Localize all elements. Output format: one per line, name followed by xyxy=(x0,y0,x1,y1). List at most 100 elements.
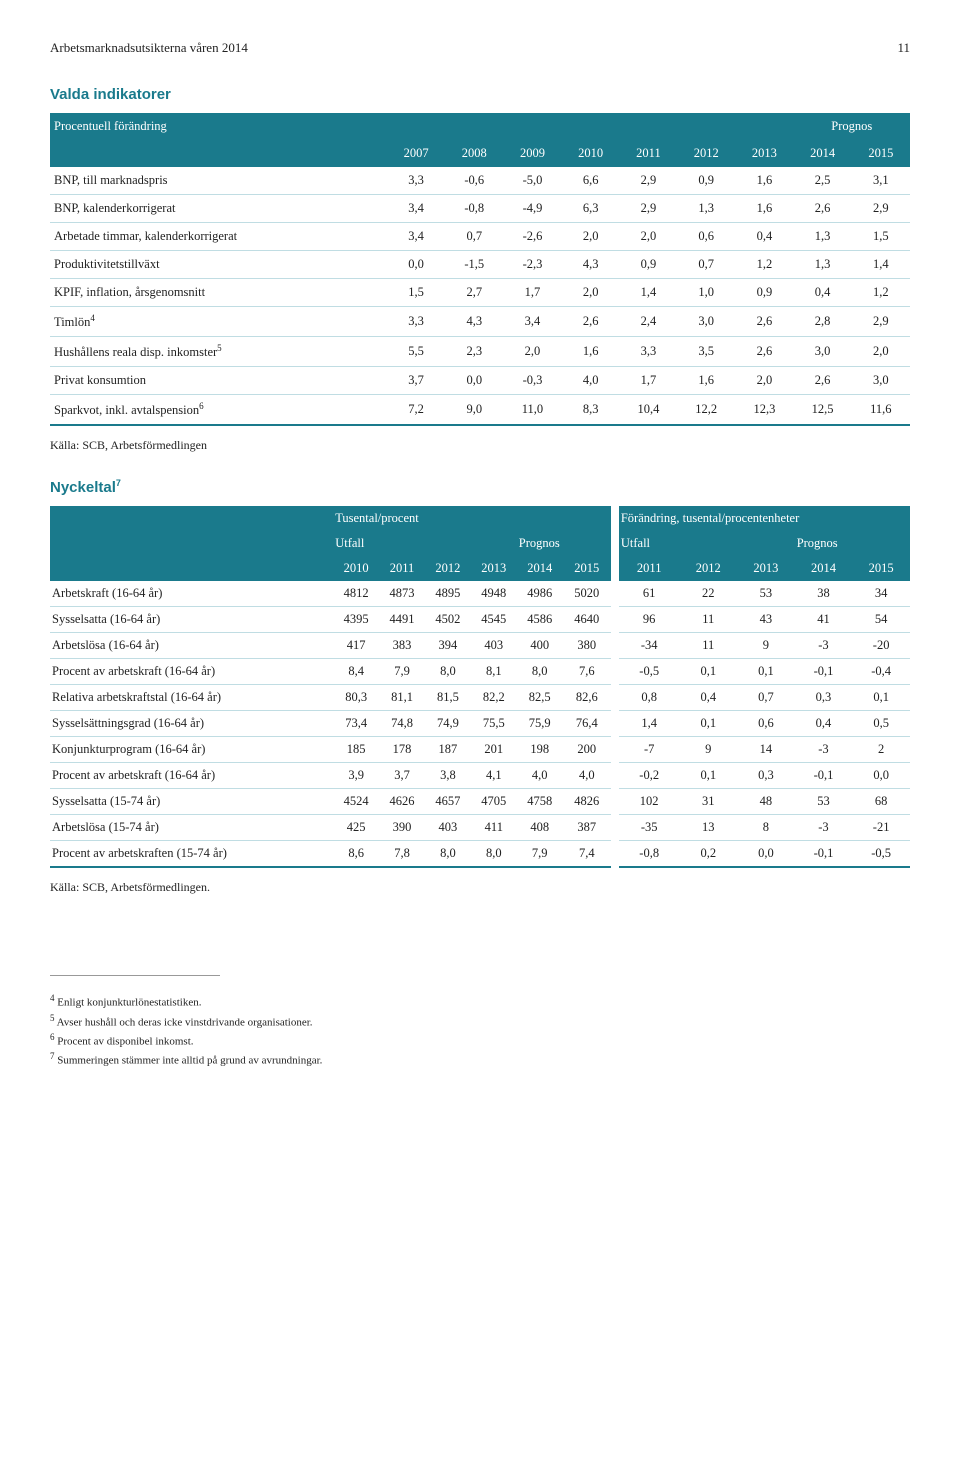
table2-source: Källa: SCB, Arbetsförmedlingen. xyxy=(50,880,910,895)
t2-year: 2014 xyxy=(517,556,563,581)
cell: 403 xyxy=(425,815,471,841)
table-row: Konjunkturprogram (16-64 år)185178187201… xyxy=(50,737,910,763)
cell: 1,5 xyxy=(852,223,910,251)
cell: 2,6 xyxy=(562,307,620,337)
cell: 198 xyxy=(517,737,563,763)
cell: 7,9 xyxy=(517,841,563,868)
cell: 34 xyxy=(852,581,910,607)
cell: 54 xyxy=(852,607,910,633)
cell: 68 xyxy=(852,789,910,815)
table1-source: Källa: SCB, Arbetsförmedlingen xyxy=(50,438,910,453)
cell: 31 xyxy=(680,789,738,815)
cell: 9 xyxy=(680,737,738,763)
cell: 38 xyxy=(795,581,853,607)
row-label: Relativa arbetskraftstal (16-64 år) xyxy=(50,685,333,711)
cell: 0,1 xyxy=(680,659,738,685)
cell: 3,4 xyxy=(387,195,445,223)
cell: 178 xyxy=(379,737,425,763)
t2-year: 2015 xyxy=(852,556,910,581)
cell: 7,8 xyxy=(379,841,425,868)
cell: -34 xyxy=(615,633,680,659)
doc-title: Arbetsmarknadsutsikterna våren 2014 xyxy=(50,40,248,56)
table-row: Arbetskraft (16-64 år)481248734895494849… xyxy=(50,581,910,607)
cell: 9 xyxy=(737,633,795,659)
cell: 73,4 xyxy=(333,711,379,737)
row-label: Sysselsättningsgrad (16-64 år) xyxy=(50,711,333,737)
cell: 201 xyxy=(471,737,517,763)
cell: 8 xyxy=(737,815,795,841)
t1-year: 2014 xyxy=(794,140,852,167)
cell: 8,0 xyxy=(425,841,471,868)
row-label: Sysselsatta (16-64 år) xyxy=(50,607,333,633)
cell: 8,4 xyxy=(333,659,379,685)
cell: 5,5 xyxy=(387,337,445,367)
cell: 2,6 xyxy=(735,337,793,367)
cell: 11 xyxy=(680,633,738,659)
cell: 3,5 xyxy=(677,337,735,367)
cell: 2,0 xyxy=(503,337,561,367)
cell: 0,1 xyxy=(737,659,795,685)
cell: 3,1 xyxy=(852,167,910,195)
cell: 200 xyxy=(563,737,615,763)
cell: 0,6 xyxy=(677,223,735,251)
cell: 4586 xyxy=(517,607,563,633)
cell: 102 xyxy=(615,789,680,815)
cell: 2,9 xyxy=(852,195,910,223)
cell: -0,1 xyxy=(795,841,853,868)
cell: 82,5 xyxy=(517,685,563,711)
cell: 8,1 xyxy=(471,659,517,685)
row-label: Arbetslösa (16-64 år) xyxy=(50,633,333,659)
t2-h1-right: Förändring, tusental/procentenheter xyxy=(615,506,910,531)
cell: 1,4 xyxy=(852,251,910,279)
row-label: Procent av arbetskraften (15-74 år) xyxy=(50,841,333,868)
t2-year: 2013 xyxy=(471,556,517,581)
row-label: Procent av arbetskraft (16-64 år) xyxy=(50,659,333,685)
cell: 6,6 xyxy=(562,167,620,195)
cell: 0,3 xyxy=(795,685,853,711)
table-row: Produktivitetstillväxt0,0-1,5-2,34,30,90… xyxy=(50,251,910,279)
t2-h1-left: Tusental/procent xyxy=(333,506,615,531)
t2-year: 2012 xyxy=(680,556,738,581)
cell: 8,0 xyxy=(471,841,517,868)
row-label: Sysselsatta (15-74 år) xyxy=(50,789,333,815)
footnote: 5 Avser hushåll och deras icke vinstdriv… xyxy=(50,1012,550,1031)
cell: 4,1 xyxy=(471,763,517,789)
cell: 4895 xyxy=(425,581,471,607)
cell: 82,6 xyxy=(563,685,615,711)
cell: 81,1 xyxy=(379,685,425,711)
cell: 3,7 xyxy=(387,367,445,395)
t1-header-left: Procentuell förändring xyxy=(50,113,794,140)
cell: 4948 xyxy=(471,581,517,607)
cell: 3,7 xyxy=(379,763,425,789)
page-header: Arbetsmarknadsutsikterna våren 2014 11 xyxy=(50,40,910,56)
cell: 61 xyxy=(615,581,680,607)
t1-year: 2011 xyxy=(620,140,677,167)
cell: 3,4 xyxy=(387,223,445,251)
cell: 1,6 xyxy=(562,337,620,367)
cell: 403 xyxy=(471,633,517,659)
cell: 22 xyxy=(680,581,738,607)
cell: 2,0 xyxy=(562,223,620,251)
cell: 1,2 xyxy=(852,279,910,307)
cell: 53 xyxy=(737,581,795,607)
row-label: Hushållens reala disp. inkomster5 xyxy=(50,337,387,367)
cell: -20 xyxy=(852,633,910,659)
cell: 75,9 xyxy=(517,711,563,737)
table2-title: Nyckeltal7 xyxy=(50,478,910,496)
table-row: Timlön43,34,33,42,62,43,02,62,82,9 xyxy=(50,307,910,337)
cell: -3 xyxy=(795,737,853,763)
cell: 11,0 xyxy=(503,395,561,426)
cell: 4491 xyxy=(379,607,425,633)
cell: 0,0 xyxy=(852,763,910,789)
cell: 0,7 xyxy=(445,223,503,251)
cell: 9,0 xyxy=(445,395,503,426)
cell: 2,6 xyxy=(794,195,852,223)
table-row: Procent av arbetskraft (16-64 år)8,47,98… xyxy=(50,659,910,685)
table-row: Sysselsatta (15-74 år)452446264657470547… xyxy=(50,789,910,815)
cell: 2,9 xyxy=(852,307,910,337)
t2-year: 2012 xyxy=(425,556,471,581)
cell: 2,4 xyxy=(620,307,677,337)
cell: 2,6 xyxy=(735,307,793,337)
cell: -0,3 xyxy=(503,367,561,395)
table-row: Relativa arbetskraftstal (16-64 år)80,38… xyxy=(50,685,910,711)
